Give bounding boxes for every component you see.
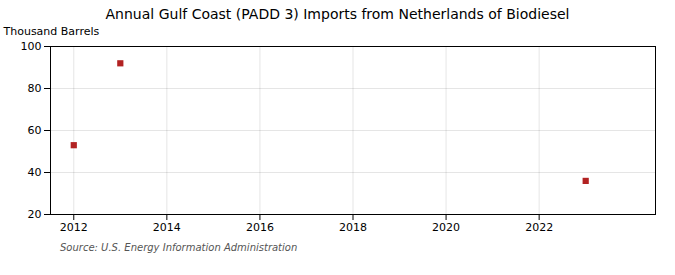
html-text:Annual Gulf Coast (PADD 3) Imp: Annual Gulf Coast (PADD 3) Imports from … xyxy=(105,6,570,22)
svg-text:2012: 2012 xyxy=(60,221,88,234)
svg-text:2016: 2016 xyxy=(246,221,274,234)
svg-text:2020: 2020 xyxy=(432,221,460,234)
svg-text:2022: 2022 xyxy=(525,221,553,234)
svg-text:20: 20 xyxy=(28,208,42,221)
svg-text:2018: 2018 xyxy=(339,221,367,234)
svg-text:100: 100 xyxy=(21,40,42,53)
svg-text:60: 60 xyxy=(28,124,42,137)
svg-text:80: 80 xyxy=(28,82,42,95)
svg-text:2014: 2014 xyxy=(153,221,181,234)
svg-text:Thousand Barrels: Thousand Barrels xyxy=(3,25,100,38)
html-text:Source: U.S. Energy Informatio: Source: U.S. Energy Information Administ… xyxy=(60,242,298,253)
svg-text:40: 40 xyxy=(28,166,42,179)
